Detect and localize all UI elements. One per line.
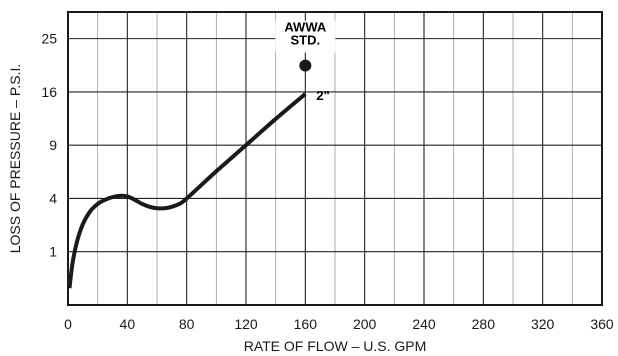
x-tick-label: 0 [64, 316, 72, 332]
x-tick-label: 320 [531, 316, 555, 332]
major-grid [68, 12, 602, 305]
x-tick-label: 160 [294, 316, 318, 332]
x-tick-label: 40 [120, 316, 136, 332]
points-layer [299, 59, 312, 72]
x-tick-label: 120 [234, 316, 258, 332]
plot-frame [67, 11, 603, 306]
y-tick-label: 16 [41, 84, 57, 100]
annotation-awwa-std: AWWA [284, 20, 326, 35]
y-tick-label: 4 [49, 190, 57, 206]
x-tick-labels: 0 40 80 120 160 200 240 280 320 360 [64, 316, 614, 332]
x-tick-label: 240 [412, 316, 436, 332]
y-tick-labels: 1 4 9 16 25 [41, 31, 57, 260]
series-layer [67, 92, 307, 289]
x-tick-label: 280 [472, 316, 496, 332]
x-tick-label: 360 [590, 316, 614, 332]
x-axis-title: RATE OF FLOW – U.S. GPM [244, 338, 427, 354]
y-tick-label: 25 [41, 31, 57, 47]
y-axis-title: LOSS OF PRESSURE – P.S.I. [7, 64, 23, 254]
series-label: 2" [316, 88, 329, 103]
minor-grid [97, 12, 573, 305]
annotation-awwa-std: STD. [291, 33, 321, 48]
series-line [67, 92, 307, 289]
annotation-bg [275, 20, 336, 53]
y-tick-label: 9 [49, 137, 57, 153]
x-tick-label: 200 [353, 316, 377, 332]
x-tick-label: 80 [179, 316, 195, 332]
awwa-std-point [299, 59, 312, 72]
y-tick-label: 1 [49, 244, 57, 260]
